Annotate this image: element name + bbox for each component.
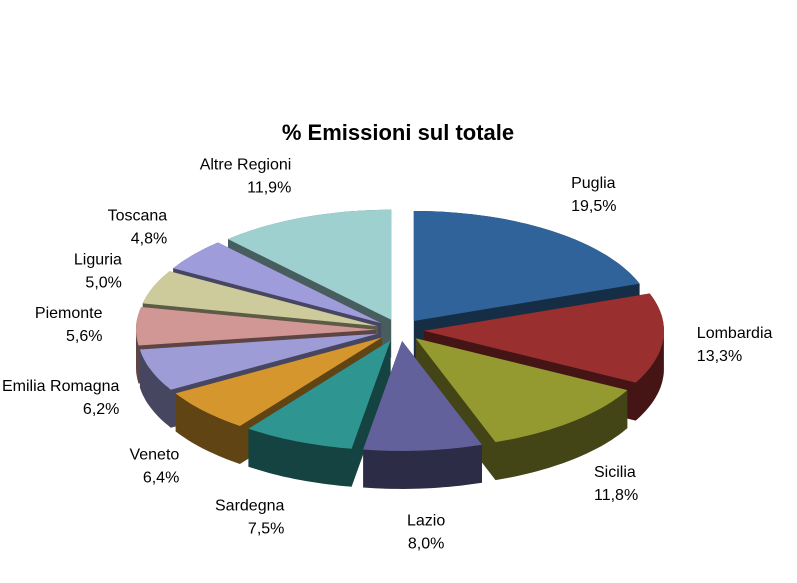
value-label: 11,9% [247, 180, 291, 197]
slice [363, 341, 482, 451]
slice [423, 293, 664, 383]
slice [175, 337, 383, 426]
chart-title: % Emissioni sul totale [282, 120, 514, 145]
slice [228, 209, 392, 320]
value-label: 5,6% [66, 328, 102, 345]
slice [136, 307, 376, 346]
slice-label: Emilia Romagna [2, 378, 119, 395]
slice [248, 340, 391, 449]
slice-label: Lazio [407, 512, 445, 529]
slice-label: Altre Regioni [200, 157, 292, 174]
value-label: 7,5% [248, 520, 284, 537]
value-label: 4,8% [131, 230, 167, 247]
slice-label: Liguria [74, 251, 122, 268]
slice [415, 338, 628, 443]
slice-label: Sicilia [594, 464, 636, 481]
slice-label: Piemonte [35, 305, 103, 322]
value-label: 8,0% [408, 535, 444, 552]
value-label: 13,3% [697, 348, 742, 365]
slice-label: Veneto [129, 446, 179, 463]
slice [173, 242, 382, 324]
slice [139, 333, 378, 390]
value-label: 19,5% [571, 198, 616, 215]
slice [413, 211, 640, 321]
slice-label: Lombardia [697, 325, 773, 342]
value-label: 5,0% [85, 274, 121, 291]
slice-label: Puglia [571, 175, 616, 192]
value-label: 6,4% [143, 469, 179, 486]
slice [142, 271, 378, 327]
slice-label: Sardegna [215, 497, 284, 514]
slice-label: Toscana [108, 207, 168, 224]
value-label: 6,2% [83, 401, 119, 418]
value-label: 11,8% [594, 487, 638, 504]
